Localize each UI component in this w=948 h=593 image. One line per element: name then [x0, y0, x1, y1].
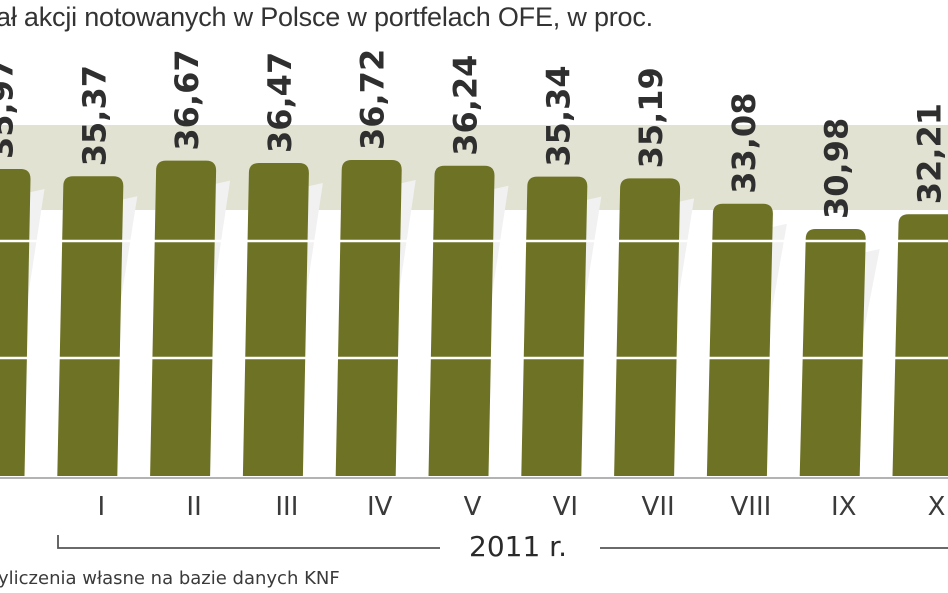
bar [799, 229, 866, 476]
x-tick-label: IV [367, 492, 393, 522]
value-label: 36,72 [354, 49, 392, 150]
value-label: 35,97 [0, 58, 21, 159]
value-label: 35,19 [632, 67, 670, 168]
value-label: 30,98 [818, 118, 856, 219]
bar [614, 178, 681, 477]
value-label: 36,47 [261, 52, 299, 153]
bar [706, 203, 773, 476]
x-tick-label: II [186, 492, 201, 522]
bar [428, 165, 495, 477]
bar [57, 176, 124, 477]
value-label: 32,21 [911, 103, 948, 204]
bar [892, 214, 948, 476]
x-tick-label: V [464, 492, 482, 522]
source-note: yliczenia własne na bazie danych KNF [0, 568, 340, 589]
x-tick-label: VI [553, 492, 578, 522]
value-label: 35,34 [539, 65, 577, 166]
x-tick-label: III [275, 492, 298, 522]
x-tick-label: X [928, 492, 946, 522]
x-tick-label: IX [831, 492, 856, 522]
year-bracket-left [57, 535, 440, 549]
value-label: 36,24 [447, 55, 485, 156]
x-tick-label: I [97, 492, 105, 522]
x-tick-label: VIII [731, 492, 772, 522]
bar [521, 176, 588, 476]
chart-title: ał akcji notowanych w Polsce w portfelac… [0, 2, 653, 32]
x-axis-year-label: 2011 r. [469, 530, 567, 563]
value-label: 36,67 [168, 49, 206, 150]
bar [0, 169, 31, 476]
value-label: 33,08 [725, 93, 763, 194]
bar [150, 160, 217, 476]
bar [335, 160, 402, 476]
bar [242, 163, 309, 476]
x-tick-label: VII [642, 492, 675, 522]
value-label: 35,37 [75, 65, 113, 166]
